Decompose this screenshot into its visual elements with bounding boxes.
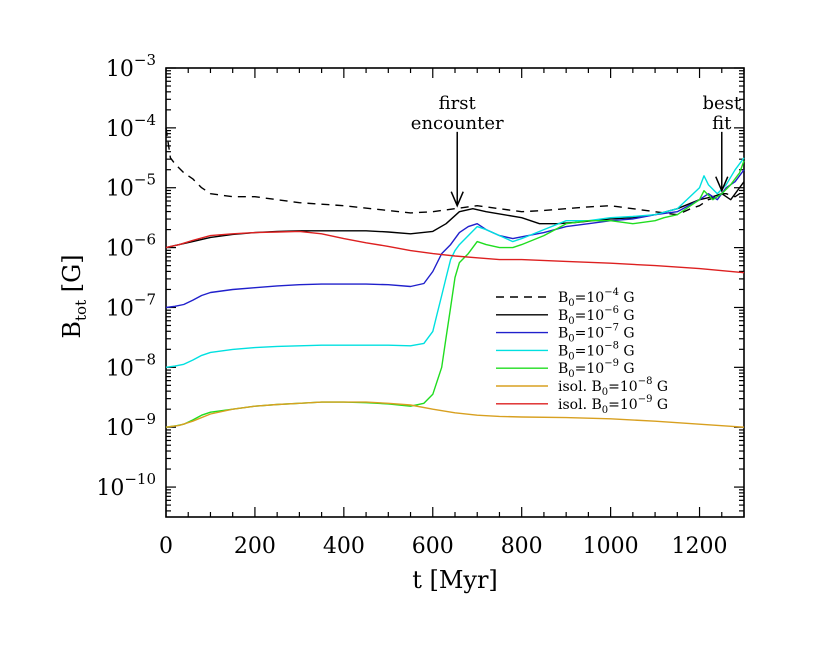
y-tick-label: 10−3	[106, 51, 156, 82]
y-axis-label: Btot [G]	[58, 254, 90, 338]
legend-label-4: B0=10−8 G	[558, 340, 635, 362]
series-line-6	[165, 401, 745, 428]
annotation-best-fit-arrowhead	[715, 176, 729, 193]
legend-label-2: B0=10−6 G	[558, 305, 635, 327]
annotation-first-encounter-text: encounter	[411, 113, 504, 134]
annotation-best-fit-text: fit	[712, 113, 732, 134]
y-tick-label: 10−9	[106, 410, 156, 441]
x-tick-label: 0	[159, 534, 173, 559]
y-tick-label: 10−8	[106, 350, 156, 381]
legend: B0=10−4 GB0=10−6 GB0=10−7 GB0=10−8 GB0=1…	[496, 287, 668, 416]
y-tick-label: 10−7	[106, 290, 156, 321]
legend-label-3: B0=10−7 G	[558, 323, 635, 345]
y-axis-label-text: Btot [G]	[58, 254, 90, 338]
legend-label-6: isol. B0=10−8 G	[558, 376, 668, 398]
series-layer	[165, 127, 745, 428]
annotation-first-encounter-text: first	[439, 93, 477, 114]
series-line-3	[165, 169, 745, 309]
series-line-7	[165, 230, 745, 274]
x-tick-label: 1200	[672, 534, 728, 559]
plot-frame	[165, 67, 745, 518]
y-tick-label: 10−10	[96, 470, 156, 501]
legend-label-1: B0=10−4 G	[558, 287, 635, 309]
legend-label-7: isol. B0=10−9 G	[558, 394, 668, 416]
series-line-4	[165, 157, 745, 368]
y-tick-label: 10−5	[106, 171, 156, 202]
y-tick-label: 10−4	[106, 111, 156, 142]
series-line-1	[165, 127, 740, 216]
x-tick-label: 200	[234, 534, 276, 559]
x-tick-label: 400	[323, 534, 365, 559]
x-tick-label: 1000	[583, 534, 639, 559]
legend-label-5: B0=10−9 G	[558, 358, 635, 380]
x-axis-label: t [Myr]	[412, 566, 498, 594]
x-tick-label: 600	[412, 534, 454, 559]
annotation-first-encounter-arrowhead	[450, 191, 464, 208]
x-tick-label: 800	[501, 534, 543, 559]
annotation-best-fit-text: best	[702, 93, 741, 114]
y-tick-label: 10−6	[106, 231, 156, 262]
ticks: 0 200 400 600 800 1000 1200 10−3 10−4 10−5 10−6 10−…	[96, 51, 745, 559]
